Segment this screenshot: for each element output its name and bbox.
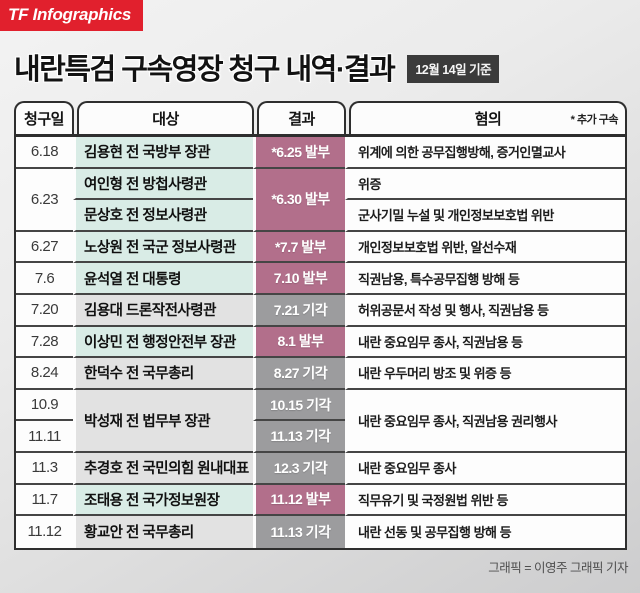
title-row: 내란특검 구속영장 청구 내역·결과 12월 14일 기준 [14, 46, 500, 88]
column-header-result: 결과 [257, 101, 346, 134]
request-date-cell: 11.7 [16, 484, 73, 517]
column-header-target: 대상 [77, 101, 254, 134]
table-body: 6.18 김용현 전 국방부 장관 *6.25 발부 위계에 의한 공무집행방해, 증… [14, 134, 627, 550]
request-date-cell: 7.28 [16, 326, 73, 359]
graphic-credit: 그래픽 = 이영주 그래픽 기자 [488, 561, 628, 575]
target-cell: 박성재 전 법무부 장관 [73, 389, 253, 453]
page-title: 내란특검 구속영장 청구 내역·결과 [14, 54, 396, 86]
table-header: 청구일 대상 결과 혐의 * 추가 구속 [14, 101, 627, 134]
result-cell: 12.3 기각 [253, 452, 345, 485]
charge-cell: 직권남용, 특수공무집행 방해 등 [345, 263, 625, 295]
result-cell: 11.12 발부 [253, 484, 345, 517]
result-cell: 10.15 기각 [253, 389, 345, 422]
target-cell: 여인형 전 방첩사령관 [73, 168, 253, 201]
charge-cell: 내란 선동 및 공무집행 방해 등 [345, 516, 625, 548]
target-cell: 노상원 전 국군 정보사령관 [73, 231, 253, 264]
target-cell: 문상호 전 정보사령관 [73, 200, 253, 232]
additional-custody-note: * 추가 구속 [570, 113, 619, 126]
result-cell: 7.10 발부 [253, 263, 345, 295]
column-header-request-date: 청구일 [14, 101, 74, 134]
target-cell: 황교안 전 국무총리 [73, 516, 253, 548]
charge-cell: 직무유기 및 국정원법 위반 등 [345, 484, 625, 517]
request-date-cell: 11.3 [16, 452, 73, 485]
charge-cell: 내란 중요임무 종사, 직권남용 등 [345, 326, 625, 359]
result-cell: *7.7 발부 [253, 231, 345, 264]
target-cell: 추경호 전 국민의힘 원내대표 [73, 452, 253, 485]
column-header-charge: 혐의 * 추가 구속 [349, 101, 627, 134]
result-cell: 8.1 발부 [253, 326, 345, 359]
request-date-cell: 7.6 [16, 263, 73, 295]
target-cell: 한덕수 전 국무총리 [73, 358, 253, 390]
request-date-cell: 8.24 [16, 358, 73, 390]
as-of-date-badge: 12월 14일 기준 [407, 55, 500, 83]
request-date-cell: 11.12 [16, 516, 73, 548]
request-date-cell: 6.18 [16, 137, 73, 169]
charge-cell: 군사기밀 누설 및 개인정보보호법 위반 [345, 200, 625, 232]
result-cell: 8.27 기각 [253, 358, 345, 390]
charge-cell: 허위공문서 작성 및 행사, 직권남용 등 [345, 294, 625, 327]
charge-cell: 내란 우두머리 방조 및 위증 등 [345, 358, 625, 390]
charge-cell: 개인정보보호법 위반, 알선수재 [345, 231, 625, 264]
charge-cell: 위계에 의한 공무집행방해, 증거인멸교사 [345, 137, 625, 169]
result-cell: 7.21 기각 [253, 294, 345, 327]
request-date-cell: 6.27 [16, 231, 73, 264]
target-cell: 이상민 전 행정안전부 장관 [73, 326, 253, 359]
result-cell: 11.13 기각 [253, 421, 345, 453]
tf-infographics-logo: TF Infographics [0, 0, 144, 31]
target-cell: 조태용 전 국가정보원장 [73, 484, 253, 517]
request-date-cell: 6.23 [16, 168, 73, 232]
result-cell: *6.25 발부 [253, 137, 345, 169]
target-cell: 김용현 전 국방부 장관 [73, 137, 253, 169]
request-date-cell: 7.20 [16, 294, 73, 327]
result-cell: 11.13 기각 [253, 516, 345, 548]
request-date-cell: 10.9 [16, 389, 73, 422]
result-cell: *6.30 발부 [253, 168, 345, 232]
charge-cell: 내란 중요임무 종사, 직권남용 권리행사 [345, 389, 625, 453]
request-date-cell: 11.11 [16, 421, 73, 453]
target-cell: 윤석열 전 대통령 [73, 263, 253, 295]
column-header-charge-label: 혐의 [474, 110, 502, 128]
charge-cell: 위증 [345, 168, 625, 201]
charge-cell: 내란 중요임무 종사 [345, 452, 625, 485]
target-cell: 김용대 드론작전사령관 [73, 294, 253, 327]
